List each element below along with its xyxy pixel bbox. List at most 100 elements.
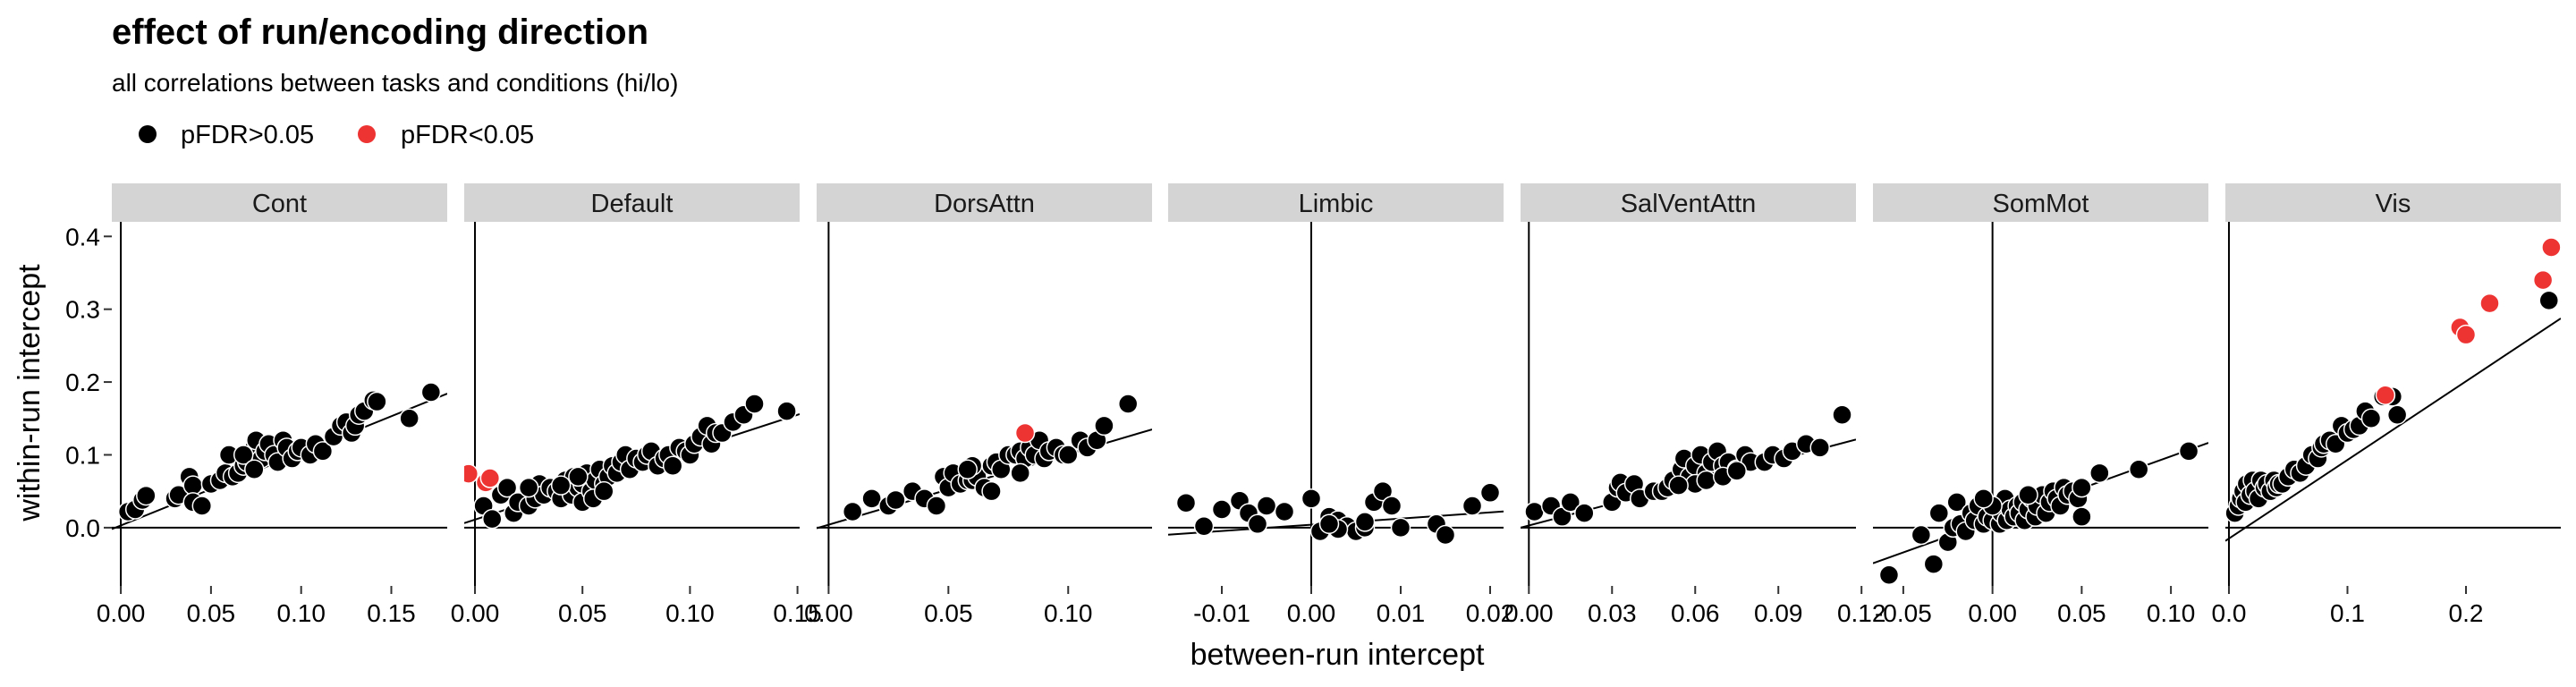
data-point — [2018, 485, 2038, 505]
x-tick-label: 0.12 — [1837, 599, 1886, 627]
legend-key-ns — [139, 125, 157, 143]
x-tick-label: 0.00 — [1504, 599, 1554, 627]
data-point-significant — [2541, 237, 2561, 258]
data-point — [244, 459, 265, 480]
y-tick-label: 0.1 — [65, 441, 100, 469]
data-point — [568, 466, 589, 488]
strip-label: DorsAttn — [934, 190, 1035, 218]
data-point — [2360, 408, 2382, 429]
x-tick-label: 0.02 — [1466, 599, 1515, 627]
x-tick-label: 0.05 — [924, 599, 973, 627]
x-axis-title: between-run intercept — [1191, 638, 1485, 672]
panel-limbic: Limbic -0.01 0.00 0.01 0.02 — [1168, 183, 1514, 627]
plot-area — [1168, 222, 1504, 586]
data-point — [1354, 512, 1376, 532]
strip-background — [2225, 183, 2561, 222]
x-tick-label: 0.00 — [1287, 599, 1336, 627]
data-point — [1301, 488, 1322, 509]
strip-background — [1168, 183, 1504, 222]
data-point — [1928, 503, 1950, 523]
x-tick-label: 0.05 — [2057, 599, 2106, 627]
plot-area — [817, 222, 1152, 586]
data-point — [399, 408, 419, 429]
panel-sommot: SomMot -0.05 0.00 0.05 0.10 — [1873, 183, 2208, 627]
data-point — [1524, 501, 1545, 522]
x-tick-label: 0.00 — [451, 599, 500, 627]
data-point — [1560, 492, 1581, 513]
data-point — [1479, 482, 1501, 504]
legend: pFDR>0.05 pFDR<0.05 — [139, 121, 534, 149]
data-point-significant — [2375, 385, 2396, 405]
data-point — [1668, 475, 1689, 496]
data-point — [420, 382, 442, 403]
data-point — [2538, 290, 2559, 311]
data-point — [2072, 477, 2092, 498]
data-point — [1462, 496, 1483, 516]
y-axis: 0.0 0.1 0.2 0.3 0.4 — [65, 223, 112, 542]
strip-background — [464, 183, 800, 222]
data-point — [886, 489, 906, 511]
fit-line — [2225, 318, 2561, 542]
data-point — [191, 496, 213, 516]
data-point — [1946, 492, 1967, 513]
strip-background — [817, 183, 1152, 222]
data-point — [861, 488, 882, 509]
data-point-significant — [479, 468, 501, 488]
x-tick-label: -0.05 — [1875, 599, 1932, 627]
data-point — [233, 445, 254, 465]
x-tick-label: 0.09 — [1754, 599, 1803, 627]
data-point — [594, 480, 614, 502]
data-point — [482, 508, 503, 530]
x-tick-label: 0.0 — [2212, 599, 2247, 627]
data-point — [1318, 513, 1340, 535]
x-tick-label: 0.15 — [773, 599, 822, 627]
data-point — [1923, 554, 1945, 574]
strip-background — [1521, 183, 1856, 222]
data-point — [182, 475, 203, 496]
data-point — [2089, 462, 2110, 484]
data-point — [1193, 516, 1215, 537]
strip-label: Default — [591, 190, 674, 218]
panel-cont: Cont 0.00 0.05 0.10 0.15 — [97, 183, 447, 627]
data-point — [1832, 404, 1852, 425]
data-point — [1211, 499, 1233, 520]
y-tick-label: 0.3 — [65, 296, 100, 324]
plot-area — [112, 222, 447, 586]
x-tick-label: 0.05 — [558, 599, 607, 627]
data-point — [1809, 437, 1830, 458]
data-point — [550, 475, 572, 496]
x-tick-label: 0.10 — [2147, 599, 2196, 627]
data-point — [1117, 394, 1139, 414]
data-point — [1274, 501, 1295, 522]
facet-panels: Cont 0.00 0.05 0.10 0.15 Default 0.00 0.05 0.10 0… — [97, 183, 2561, 627]
data-point — [1878, 564, 1900, 586]
data-point — [744, 394, 765, 414]
data-point — [1256, 496, 1277, 516]
x-tick-label: 0.00 — [97, 599, 146, 627]
data-point — [2128, 459, 2149, 480]
x-tick-label: 0.00 — [1968, 599, 2017, 627]
y-tick-label: 0.4 — [65, 223, 100, 250]
legend-label-ns: pFDR>0.05 — [181, 121, 314, 149]
data-point — [1726, 461, 1747, 481]
x-tick-label: 0.03 — [1588, 599, 1637, 627]
data-point-significant — [1014, 422, 1036, 444]
x-tick-label: 0.15 — [367, 599, 416, 627]
data-point — [1435, 524, 1456, 546]
data-point — [518, 477, 539, 498]
x-tick-label: 0.10 — [276, 599, 326, 627]
panel-vis: Vis 0.0 0.1 0.2 — [2212, 183, 2561, 627]
data-point-significant — [464, 463, 479, 484]
data-point-significant — [2532, 269, 2554, 291]
plot-area — [1873, 222, 2208, 586]
strip-background — [112, 183, 447, 222]
plot-area — [1521, 222, 1856, 586]
strip-background — [1873, 183, 2208, 222]
data-point — [1372, 480, 1394, 502]
data-point — [496, 477, 518, 498]
x-tick-label: 0.01 — [1377, 599, 1426, 627]
strip-label: SalVentAttn — [1621, 190, 1757, 218]
legend-key-sig — [358, 125, 376, 143]
panel-salventattn: SalVentAttn 0.00 0.03 0.06 0.09 0.12 — [1504, 183, 1885, 627]
data-point — [776, 401, 797, 421]
